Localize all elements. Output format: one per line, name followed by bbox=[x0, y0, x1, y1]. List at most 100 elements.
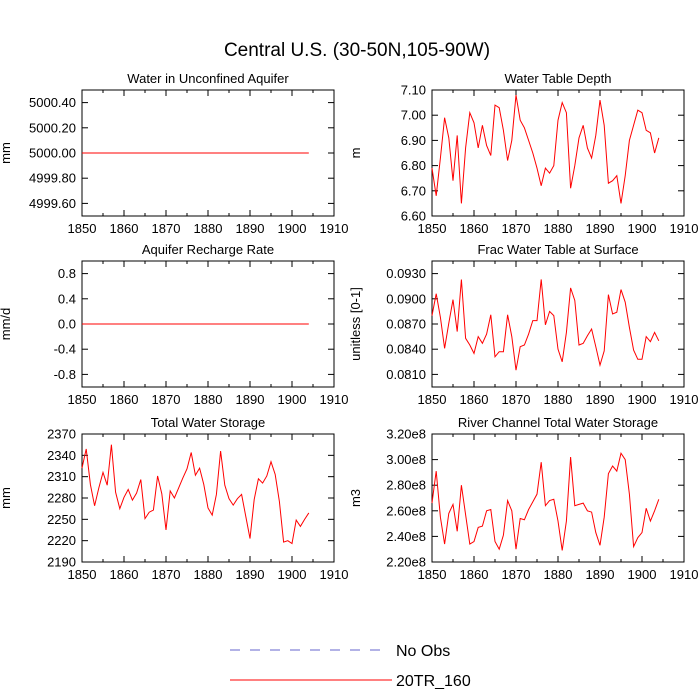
y-tick-label: 2.40e8 bbox=[386, 529, 426, 544]
y-axis-label: mm/d bbox=[0, 308, 13, 341]
chart-title: River Channel Total Water Storage bbox=[458, 415, 658, 430]
y-tick-label: 4999.80 bbox=[29, 171, 76, 186]
y-tick-label: 2.60e8 bbox=[386, 503, 426, 518]
x-tick-label: 1850 bbox=[68, 221, 97, 236]
y-tick-label: 2.20e8 bbox=[386, 555, 426, 570]
y-tick-label: 0.0930 bbox=[386, 266, 426, 281]
x-tick-label: 1860 bbox=[460, 392, 489, 407]
y-tick-label: 2340 bbox=[47, 448, 76, 463]
series-line-20tr-160 bbox=[431, 94, 660, 204]
x-tick-label: 1860 bbox=[460, 221, 489, 236]
chart-title: Water in Unconfined Aquifer bbox=[127, 71, 289, 86]
y-tick-label: 0.0900 bbox=[386, 291, 426, 306]
y-tick-label: 2190 bbox=[47, 555, 76, 570]
y-tick-label: 3.20e8 bbox=[386, 427, 426, 442]
y-tick-label: 0.0870 bbox=[386, 317, 426, 332]
x-tick-label: 1850 bbox=[418, 221, 447, 236]
y-tick-label: 5000.40 bbox=[29, 95, 76, 110]
x-tick-label: 1880 bbox=[194, 392, 223, 407]
chart-river-channel-total-water-storage: River Channel Total Water Storage m3 1850 1… bbox=[348, 415, 698, 582]
y-axis-label: unitless [0-1] bbox=[348, 287, 363, 361]
x-tick-label: 1880 bbox=[544, 392, 573, 407]
x-tick-label: 1850 bbox=[418, 392, 447, 407]
y-tick-label: 2.80e8 bbox=[386, 478, 426, 493]
y-tick-label: 0.4 bbox=[58, 291, 76, 306]
y-axis-label: mm bbox=[0, 142, 13, 164]
x-tick-label: 1850 bbox=[68, 392, 97, 407]
series-line-20tr-160 bbox=[81, 444, 310, 545]
x-tick-label: 1880 bbox=[194, 221, 223, 236]
y-axis-label: mm bbox=[0, 487, 13, 509]
chart-panels: Water in Unconfined Aquifer mm 1850 1860 187… bbox=[0, 71, 698, 582]
chart-water-in-unconfined-aquifer: Water in Unconfined Aquifer mm 1850 1860 187… bbox=[0, 71, 348, 236]
y-tick-label: 2280 bbox=[47, 491, 76, 506]
x-tick-label: 1870 bbox=[152, 221, 181, 236]
x-tick-label: 1870 bbox=[152, 567, 181, 582]
y-tick-label: 2370 bbox=[47, 427, 76, 442]
x-tick-label: 1860 bbox=[110, 567, 139, 582]
x-tick-label: 1850 bbox=[68, 567, 97, 582]
y-tick-label: 5000.20 bbox=[29, 120, 76, 135]
x-tick-label: 1880 bbox=[544, 221, 573, 236]
y-tick-label: 6.60 bbox=[401, 209, 426, 224]
x-tick-label: 1900 bbox=[278, 392, 307, 407]
legend-label-20tr-160: 20TR_160 bbox=[396, 673, 471, 690]
x-tick-label: 1910 bbox=[320, 221, 349, 236]
x-tick-label: 1890 bbox=[236, 392, 265, 407]
series-line-20tr-160 bbox=[431, 279, 660, 371]
x-tick-label: 1910 bbox=[320, 392, 349, 407]
plot-frame bbox=[431, 260, 685, 388]
x-tick-label: 1900 bbox=[278, 567, 307, 582]
x-tick-label: 1870 bbox=[502, 567, 531, 582]
plot-frame bbox=[81, 433, 335, 563]
chart-frac-water-table-at-surface: Frac Water Table at Surface unitless [0-1… bbox=[348, 242, 698, 407]
y-axis-label: m3 bbox=[348, 489, 363, 507]
x-tick-label: 1900 bbox=[628, 221, 657, 236]
x-tick-label: 1890 bbox=[236, 567, 265, 582]
y-tick-label: 7.00 bbox=[401, 108, 426, 123]
y-tick-label: 6.70 bbox=[401, 183, 426, 198]
y-tick-label: 0.0840 bbox=[386, 342, 426, 357]
x-tick-label: 1890 bbox=[586, 567, 615, 582]
chart-title: Water Table Depth bbox=[505, 71, 612, 86]
y-tick-label: 6.80 bbox=[401, 158, 426, 173]
y-tick-label: 2310 bbox=[47, 469, 76, 484]
x-tick-label: 1890 bbox=[236, 221, 265, 236]
y-tick-label: 6.90 bbox=[401, 133, 426, 148]
y-tick-label: -0.4 bbox=[54, 342, 76, 357]
x-tick-label: 1900 bbox=[628, 567, 657, 582]
x-tick-label: 1910 bbox=[320, 567, 349, 582]
x-tick-label: 1860 bbox=[110, 221, 139, 236]
legend-label-no-obs: No Obs bbox=[396, 643, 450, 660]
series-line-20tr-160 bbox=[431, 451, 660, 551]
chart-water-table-depth: Water Table Depth m 1850 1860 1870 1880 1890 19… bbox=[348, 71, 698, 236]
y-tick-label: 0.0 bbox=[58, 317, 76, 332]
y-tick-label: 5000.00 bbox=[29, 146, 76, 161]
x-tick-label: 1870 bbox=[152, 392, 181, 407]
chart-title: Total Water Storage bbox=[151, 415, 265, 430]
chart-aquifer-recharge-rate: Aquifer Recharge Rate mm/d 1850 1860 1870 188… bbox=[0, 242, 348, 407]
plot-frame bbox=[431, 89, 685, 217]
x-tick-label: 1910 bbox=[670, 392, 699, 407]
x-tick-label: 1860 bbox=[110, 392, 139, 407]
y-tick-label: 7.10 bbox=[401, 83, 426, 98]
chart-title: Aquifer Recharge Rate bbox=[142, 242, 274, 257]
x-tick-label: 1890 bbox=[586, 221, 615, 236]
x-tick-label: 1850 bbox=[418, 567, 447, 582]
x-tick-label: 1870 bbox=[502, 392, 531, 407]
x-tick-label: 1860 bbox=[460, 567, 489, 582]
y-tick-label: 4999.60 bbox=[29, 196, 76, 211]
chart-title: Frac Water Table at Surface bbox=[477, 242, 638, 257]
figure-title: Central U.S. (30-50N,105-90W) bbox=[224, 40, 490, 61]
x-tick-label: 1910 bbox=[670, 221, 699, 236]
x-tick-label: 1900 bbox=[628, 392, 657, 407]
chart-total-water-storage: Total Water Storage mm 1850 1860 1870 1880 189… bbox=[0, 415, 348, 582]
legend: No Obs 20TR_160 bbox=[230, 643, 471, 690]
y-tick-label: 0.0810 bbox=[386, 367, 426, 382]
x-tick-label: 1900 bbox=[278, 221, 307, 236]
x-tick-label: 1910 bbox=[670, 567, 699, 582]
y-tick-label: 2220 bbox=[47, 533, 76, 548]
y-tick-label: -0.8 bbox=[54, 367, 76, 382]
x-tick-label: 1880 bbox=[194, 567, 223, 582]
